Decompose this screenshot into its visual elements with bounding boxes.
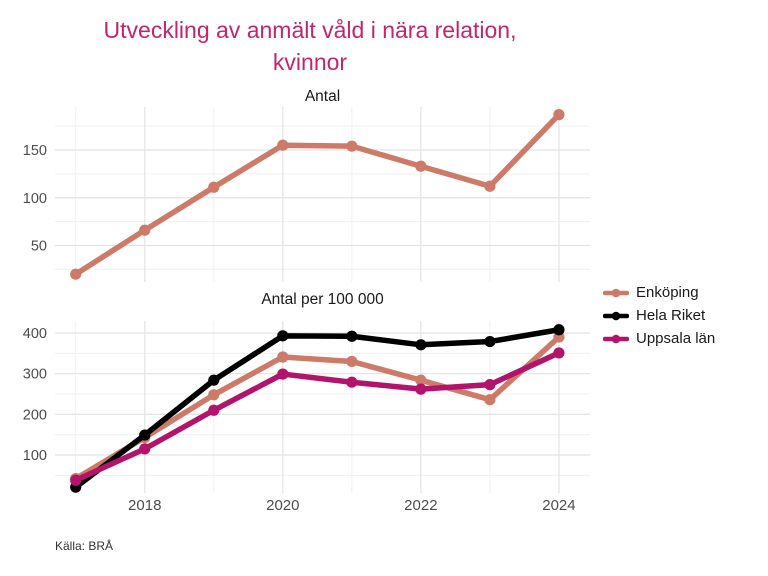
legend-key-point bbox=[611, 334, 621, 343]
series-point-enk-ping bbox=[484, 394, 496, 406]
legend-key-icon bbox=[603, 334, 629, 343]
series-line-enk-ping bbox=[72, 334, 562, 482]
y-tick-label: 200 bbox=[23, 407, 47, 423]
series-point-uppsala-l-n bbox=[277, 368, 289, 380]
legend-label: Hela Riket bbox=[636, 307, 706, 324]
series-point-hela-riket bbox=[139, 429, 151, 441]
series-point-enk-ping bbox=[208, 181, 220, 193]
series-point-enk-ping bbox=[415, 160, 427, 172]
legend-key-point bbox=[611, 311, 621, 320]
series-point-hela-riket bbox=[553, 324, 565, 336]
series-point-enk-ping bbox=[70, 268, 82, 280]
series-point-hela-riket bbox=[208, 374, 220, 386]
series-point-enk-ping bbox=[415, 374, 427, 386]
series-point-enk-ping bbox=[484, 180, 496, 192]
chart-title-line2: kvinnor bbox=[272, 49, 348, 75]
panel-title-antal: Antal bbox=[304, 88, 341, 105]
series-line-enk-ping bbox=[72, 111, 562, 277]
source-caption: Källa: BRÅ bbox=[55, 539, 114, 553]
series-point-enk-ping bbox=[346, 355, 358, 368]
legend-label: Enköping bbox=[636, 284, 699, 301]
series-point-hela-riket bbox=[415, 339, 427, 351]
y-tick-label: 100 bbox=[23, 448, 47, 464]
series-point-hela-riket bbox=[277, 330, 289, 342]
chart-title: Utveckling av anmält våld i nära relatio… bbox=[0, 14, 620, 78]
series-point-uppsala-l-n bbox=[415, 383, 427, 395]
legend-key-icon bbox=[603, 288, 629, 297]
panel-title-antal-per-100000: Antal per 100 000 bbox=[261, 291, 384, 308]
y-tick-label: 150 bbox=[23, 143, 47, 159]
x-tick-label: 2024 bbox=[542, 497, 575, 514]
chart-title-line1: Utveckling av anmält våld i nära relatio… bbox=[103, 17, 517, 43]
series-point-uppsala-l-n bbox=[553, 347, 565, 359]
series-point-uppsala-l-n bbox=[208, 404, 220, 416]
series-line-uppsala-l-n bbox=[72, 350, 562, 483]
series-point-enk-ping bbox=[208, 389, 220, 401]
series-point-uppsala-l-n bbox=[139, 443, 151, 455]
legend: Enköping Hela Riket Uppsala län bbox=[603, 281, 715, 350]
y-tick-label: 50 bbox=[31, 239, 47, 255]
legend-item: Uppsala län bbox=[603, 327, 715, 350]
series-point-hela-riket bbox=[346, 330, 358, 342]
series-point-enk-ping bbox=[346, 140, 358, 152]
x-tick-label: 2022 bbox=[404, 497, 437, 514]
legend-key-point bbox=[611, 288, 621, 297]
x-tick-label: 2018 bbox=[128, 497, 161, 514]
series-point-enk-ping bbox=[277, 139, 289, 151]
series-point-uppsala-l-n bbox=[484, 379, 496, 391]
legend-item: Hela Riket bbox=[603, 304, 715, 327]
series-point-enk-ping bbox=[277, 351, 289, 363]
legend-label: Uppsala län bbox=[636, 330, 716, 347]
series-point-hela-riket bbox=[484, 335, 496, 348]
y-tick-label: 300 bbox=[23, 367, 47, 383]
series-point-uppsala-l-n bbox=[346, 376, 358, 388]
x-tick-label: 2020 bbox=[266, 497, 299, 514]
series-point-uppsala-l-n bbox=[70, 474, 82, 486]
series-line-hela-riket bbox=[72, 326, 562, 490]
y-tick-label: 100 bbox=[23, 191, 47, 207]
legend-item: Enköping bbox=[603, 281, 715, 304]
series-point-enk-ping bbox=[553, 109, 565, 121]
series-point-enk-ping bbox=[139, 224, 151, 236]
legend-key-icon bbox=[603, 311, 629, 320]
y-tick-label: 400 bbox=[23, 326, 47, 342]
